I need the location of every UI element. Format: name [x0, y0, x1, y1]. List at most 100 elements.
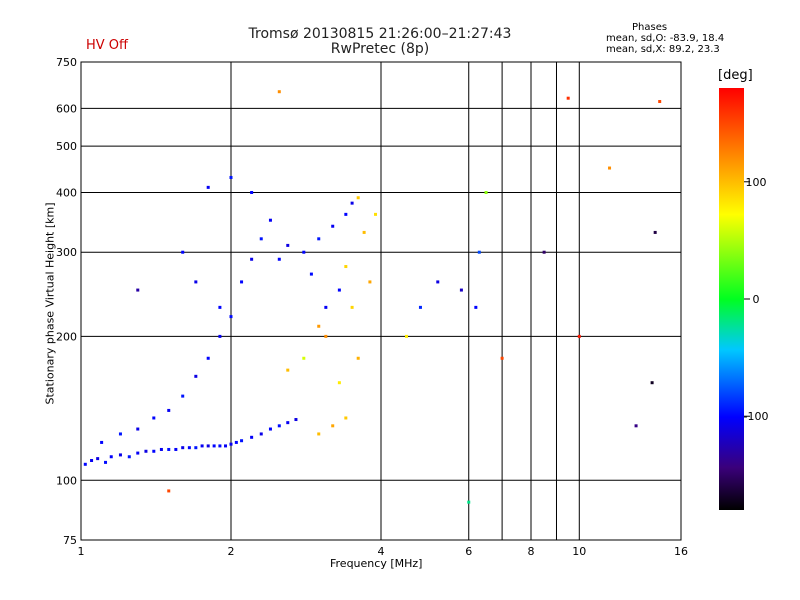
- data-point: [212, 444, 216, 448]
- data-point: [159, 447, 163, 451]
- data-point: [324, 305, 328, 309]
- data-point: [167, 489, 171, 493]
- data-point: [350, 201, 354, 205]
- data-point: [206, 185, 210, 189]
- y-axis-label: Stationary phase Virtual Height [km]: [43, 202, 57, 405]
- y-tick-label: 200: [56, 330, 77, 343]
- data-point: [404, 334, 408, 338]
- data-point: [229, 175, 233, 179]
- y-tick-label: 300: [56, 246, 77, 259]
- data-point: [344, 265, 348, 269]
- data-point: [104, 460, 108, 464]
- data-point: [152, 416, 156, 420]
- data-point: [277, 424, 281, 428]
- y-tick-label: 100: [56, 474, 77, 487]
- x-tick-label: 1: [78, 545, 85, 558]
- x-tick-label: 2: [228, 545, 235, 558]
- phases-o-stats: mean, sd,O: -83.9, 18.4: [606, 33, 725, 44]
- data-point: [277, 90, 281, 94]
- data-point: [317, 432, 321, 436]
- data-point: [136, 451, 140, 455]
- data-point: [194, 374, 198, 378]
- data-point: [650, 381, 654, 385]
- colorbar-tick-label: 100: [746, 176, 767, 189]
- data-point: [259, 432, 263, 436]
- data-point: [240, 280, 244, 284]
- data-point: [206, 444, 210, 448]
- data-point: [96, 457, 100, 461]
- phases-x-stats: mean, sd,X: 89.2, 23.3: [606, 44, 720, 55]
- data-point: [368, 280, 372, 284]
- data-point: [109, 455, 113, 459]
- data-point: [167, 447, 171, 451]
- data-point: [309, 272, 313, 276]
- x-tick-label: 10: [572, 545, 586, 558]
- data-point: [250, 190, 254, 194]
- phases-title: Phases: [632, 22, 668, 33]
- data-point: [229, 442, 233, 446]
- data-point: [127, 455, 131, 459]
- data-point: [374, 212, 378, 216]
- data-point: [144, 449, 148, 453]
- data-point: [317, 237, 321, 241]
- colorbar: [719, 88, 744, 510]
- data-point: [302, 250, 306, 254]
- data-point: [206, 356, 210, 360]
- x-tick-label: 16: [674, 545, 688, 558]
- chart-title: Tromsø 20130815 21:26:00–21:27:43: [248, 26, 512, 42]
- data-point: [152, 449, 156, 453]
- data-point: [181, 250, 185, 254]
- y-tick-label: 75: [63, 534, 77, 547]
- data-point: [477, 250, 481, 254]
- data-point: [317, 324, 321, 328]
- data-point: [218, 334, 222, 338]
- data-point: [459, 288, 463, 292]
- x-tick-label: 4: [378, 545, 385, 558]
- y-tick-label: 400: [56, 186, 77, 199]
- colorbar-tick-label: 0: [753, 293, 760, 306]
- data-point: [286, 243, 290, 247]
- data-point: [200, 444, 204, 448]
- data-point: [362, 230, 366, 234]
- y-tick-label: 750: [56, 56, 77, 69]
- data-point: [118, 432, 122, 436]
- data-point: [224, 444, 228, 448]
- y-tick-label: 500: [56, 140, 77, 153]
- data-point: [608, 166, 612, 170]
- data-point: [356, 196, 360, 200]
- data-point: [136, 427, 140, 431]
- data-point: [337, 288, 341, 292]
- data-point: [118, 453, 122, 457]
- data-point: [100, 440, 104, 444]
- y-tick-label: 600: [56, 102, 77, 115]
- data-point: [286, 368, 290, 372]
- colorbar-ticks: 100 0 -100: [744, 176, 769, 423]
- data-point: [250, 257, 254, 261]
- data-point: [350, 305, 354, 309]
- data-point: [653, 230, 657, 234]
- data-point: [187, 446, 191, 450]
- data-point: [181, 394, 185, 398]
- colorbar-unit: [deg]: [718, 68, 753, 83]
- data-point: [331, 224, 335, 228]
- data-points: [83, 90, 662, 504]
- data-point: [436, 280, 440, 284]
- data-point: [167, 408, 171, 412]
- data-point: [277, 257, 281, 261]
- data-point: [83, 462, 87, 466]
- x-tick-label: 8: [528, 545, 535, 558]
- data-point: [658, 100, 662, 104]
- axis-ticks: 1 2 4 6 8 10 16 75 100 200 300 400 500 600 750: [56, 56, 688, 558]
- data-point: [337, 381, 341, 385]
- data-point: [250, 435, 254, 439]
- data-point: [181, 446, 185, 450]
- data-point: [634, 424, 638, 428]
- data-point: [331, 424, 335, 428]
- data-point: [240, 439, 244, 443]
- data-point: [268, 427, 272, 431]
- data-point: [234, 440, 238, 444]
- data-point: [418, 305, 422, 309]
- data-point: [218, 444, 222, 448]
- chart-subtitle: RwPretec (8p): [330, 41, 430, 57]
